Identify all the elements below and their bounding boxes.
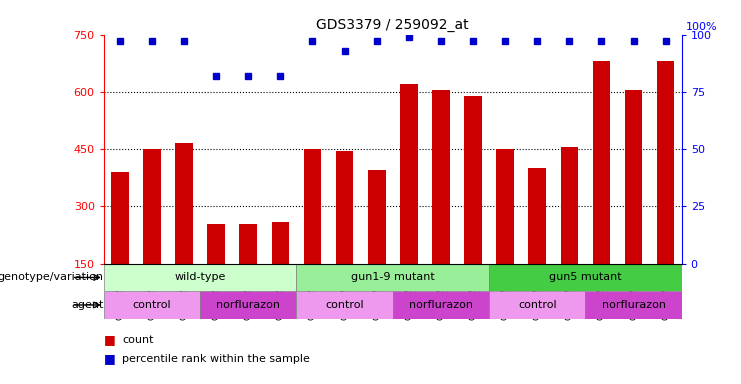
- Bar: [400, 84, 418, 264]
- Text: ■: ■: [104, 353, 116, 366]
- Bar: [560, 147, 578, 264]
- Bar: [111, 172, 129, 264]
- Bar: [496, 149, 514, 264]
- Bar: [432, 90, 450, 264]
- Bar: [625, 90, 642, 264]
- Bar: [143, 149, 161, 264]
- Text: norflurazon: norflurazon: [409, 300, 473, 310]
- Bar: [271, 222, 289, 264]
- Bar: [528, 168, 546, 264]
- Text: control: control: [325, 300, 364, 310]
- Bar: [239, 223, 257, 264]
- Bar: [489, 291, 585, 319]
- Text: count: count: [122, 335, 154, 345]
- Bar: [304, 149, 322, 264]
- Text: control: control: [518, 300, 556, 310]
- Text: gun5 mutant: gun5 mutant: [549, 273, 622, 283]
- Bar: [296, 264, 489, 291]
- Text: norflurazon: norflurazon: [216, 300, 280, 310]
- Bar: [593, 61, 611, 264]
- Bar: [585, 291, 682, 319]
- Text: ■: ■: [104, 333, 116, 346]
- Bar: [296, 291, 393, 319]
- Bar: [336, 151, 353, 264]
- Title: GDS3379 / 259092_at: GDS3379 / 259092_at: [316, 18, 469, 32]
- Text: gun1-9 mutant: gun1-9 mutant: [350, 273, 435, 283]
- Bar: [657, 61, 674, 264]
- Bar: [489, 264, 682, 291]
- Text: wild-type: wild-type: [174, 273, 226, 283]
- Text: agent: agent: [71, 300, 104, 310]
- Text: control: control: [133, 300, 171, 310]
- Bar: [104, 264, 296, 291]
- Bar: [207, 223, 225, 264]
- Text: percentile rank within the sample: percentile rank within the sample: [122, 354, 310, 364]
- Text: genotype/variation: genotype/variation: [0, 273, 104, 283]
- Text: norflurazon: norflurazon: [602, 300, 665, 310]
- Bar: [393, 291, 489, 319]
- Text: 100%: 100%: [686, 22, 717, 32]
- Bar: [464, 96, 482, 264]
- Bar: [200, 291, 296, 319]
- Bar: [368, 170, 385, 264]
- Bar: [175, 143, 193, 264]
- Bar: [104, 291, 200, 319]
